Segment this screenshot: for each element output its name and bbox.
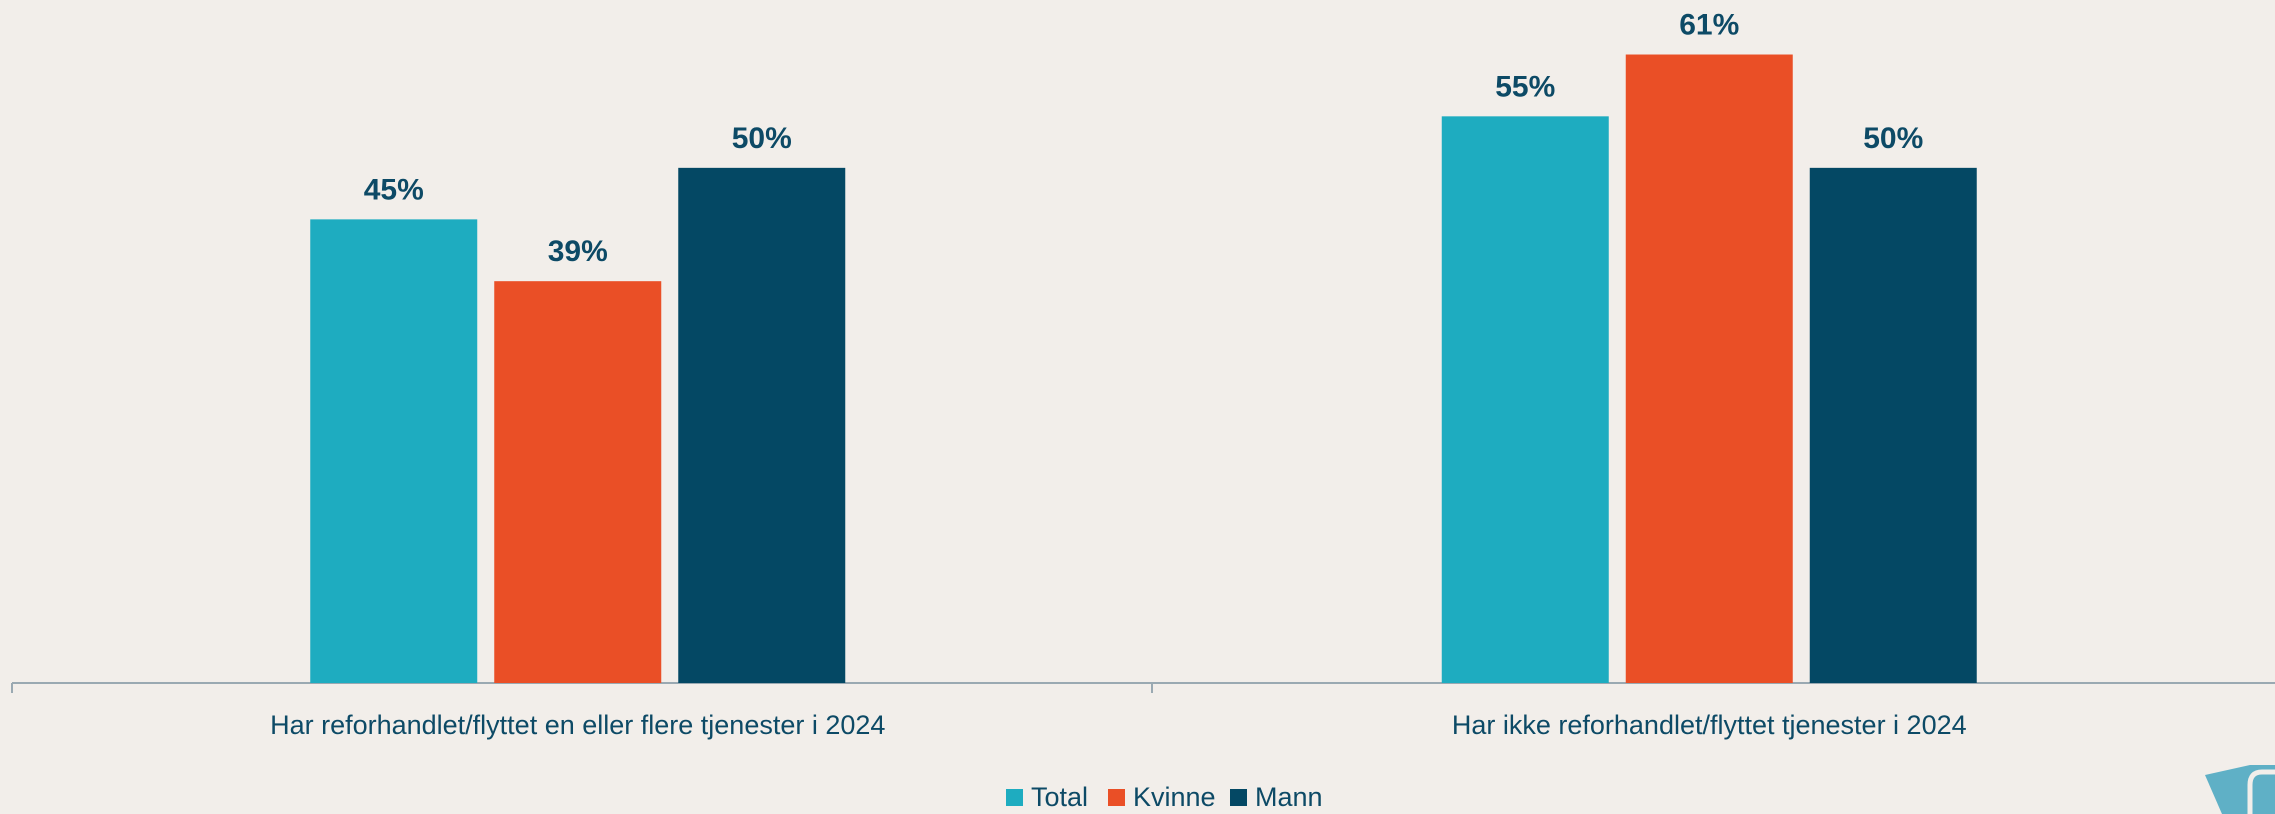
data-label: 50% — [1863, 122, 1923, 155]
bar — [310, 219, 478, 683]
legend-label: Kvinne — [1133, 782, 1216, 812]
logo-detail — [2247, 769, 2275, 814]
legend-label: Mann — [1255, 782, 1323, 812]
legend-swatch — [1006, 789, 1023, 806]
legend-swatch — [1108, 789, 1125, 806]
data-label: 45% — [364, 173, 424, 206]
x-tick-label: Har reforhandlet/flyttet en eller flere … — [270, 710, 885, 740]
data-label: 39% — [548, 235, 608, 268]
bar — [1809, 167, 1977, 683]
bar — [494, 281, 662, 683]
bar — [1625, 54, 1793, 684]
x-tick-label: Har ikke reforhandlet/flyttet tjenester … — [1452, 710, 1967, 740]
legend-swatch — [1230, 789, 1247, 806]
bar — [678, 167, 846, 683]
legend-label: Total — [1031, 782, 1088, 812]
data-label: 55% — [1495, 70, 1555, 103]
data-label: 61% — [1679, 8, 1739, 41]
bar — [1441, 116, 1609, 684]
data-label: 50% — [732, 122, 792, 155]
logo — [2205, 765, 2275, 814]
